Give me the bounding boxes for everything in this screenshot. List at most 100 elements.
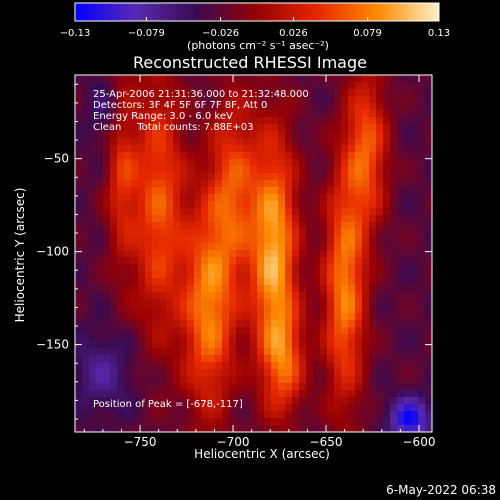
heatmap-cell xyxy=(397,376,405,384)
heatmap-cell xyxy=(411,145,419,153)
heatmap-cell xyxy=(306,257,314,265)
heatmap-cell xyxy=(243,117,251,125)
heatmap-cell xyxy=(418,278,426,286)
heatmap-cell xyxy=(82,159,90,167)
heatmap-cell xyxy=(383,264,391,272)
heatmap-cell xyxy=(313,397,321,405)
heatmap-cell xyxy=(299,180,307,188)
heatmap-cell xyxy=(320,292,328,300)
heatmap-cell xyxy=(131,222,139,230)
heatmap-cell xyxy=(292,124,300,132)
heatmap-cell xyxy=(306,355,314,363)
heatmap-cell xyxy=(362,173,370,181)
heatmap-cell xyxy=(229,271,237,279)
heatmap-cell xyxy=(243,418,251,426)
heatmap-cell xyxy=(334,313,342,321)
heatmap-cell xyxy=(341,292,349,300)
heatmap-cell xyxy=(250,299,258,307)
heatmap-cell xyxy=(103,103,111,111)
heatmap-cell xyxy=(75,208,83,216)
heatmap-cell xyxy=(131,397,139,405)
heatmap-cell xyxy=(327,166,335,174)
heatmap-cell xyxy=(145,145,153,153)
heatmap-cell xyxy=(159,383,167,391)
heatmap-cell xyxy=(229,152,237,160)
heatmap-cell xyxy=(348,362,356,370)
heatmap-cell xyxy=(243,124,251,132)
heatmap-cell xyxy=(103,187,111,195)
heatmap-cell xyxy=(355,292,363,300)
heatmap-cell xyxy=(425,257,433,265)
heatmap-cell xyxy=(278,117,286,125)
heatmap-cell xyxy=(299,222,307,230)
heatmap-cell xyxy=(383,96,391,104)
heatmap-cell xyxy=(348,145,356,153)
heatmap-cell xyxy=(152,369,160,377)
heatmap-cell xyxy=(215,327,223,335)
heatmap-cell xyxy=(334,257,342,265)
heatmap-cell xyxy=(159,75,167,83)
heatmap-cell xyxy=(404,334,412,342)
heatmap-cell xyxy=(180,341,188,349)
heatmap-cell xyxy=(334,376,342,384)
heatmap-cell xyxy=(334,341,342,349)
heatmap-cell xyxy=(201,117,209,125)
heatmap-cell xyxy=(131,341,139,349)
heatmap-cell xyxy=(292,145,300,153)
heatmap-cell xyxy=(390,236,398,244)
heatmap-cell xyxy=(75,390,83,398)
heatmap-cell xyxy=(82,327,90,335)
heatmap-cell xyxy=(285,313,293,321)
heatmap-cell xyxy=(152,257,160,265)
heatmap-cell xyxy=(264,348,272,356)
heatmap-cell xyxy=(306,138,314,146)
heatmap-cell xyxy=(215,257,223,265)
heatmap-cell xyxy=(145,243,153,251)
heatmap-cell xyxy=(271,334,279,342)
heatmap-cell xyxy=(264,376,272,384)
heatmap-cell xyxy=(229,82,237,90)
colorbar-tick-label: −0.13 xyxy=(60,28,91,39)
heatmap-cell xyxy=(425,306,433,314)
heatmap-cell xyxy=(145,285,153,293)
heatmap-cell xyxy=(390,271,398,279)
heatmap-cell xyxy=(243,404,251,412)
heatmap-cell xyxy=(89,341,97,349)
heatmap-cell xyxy=(82,411,90,419)
heatmap-cell xyxy=(390,334,398,342)
heatmap-cell xyxy=(327,194,335,202)
heatmap-cell xyxy=(103,250,111,258)
heatmap-cell xyxy=(285,320,293,328)
heatmap-cell xyxy=(299,383,307,391)
heatmap-cell xyxy=(299,166,307,174)
heatmap-cell xyxy=(299,117,307,125)
heatmap-cell xyxy=(376,131,384,139)
heatmap-cell xyxy=(152,110,160,118)
heatmap-cell xyxy=(299,320,307,328)
heatmap-cell xyxy=(397,306,405,314)
heatmap-cell xyxy=(306,236,314,244)
heatmap-cell xyxy=(243,369,251,377)
heatmap-cell xyxy=(334,117,342,125)
heatmap-cell xyxy=(404,411,412,419)
heatmap-cell xyxy=(257,313,265,321)
heatmap-cell xyxy=(299,159,307,167)
heatmap-cell xyxy=(306,425,314,433)
heatmap-cell xyxy=(411,166,419,174)
heatmap-cell xyxy=(138,180,146,188)
heatmap-cell xyxy=(425,222,433,230)
heatmap-cell xyxy=(103,194,111,202)
heatmap-cell xyxy=(159,327,167,335)
heatmap-cell xyxy=(159,285,167,293)
heatmap-cell xyxy=(285,404,293,412)
heatmap-cell xyxy=(271,208,279,216)
heatmap-cell xyxy=(369,103,377,111)
heatmap-cell xyxy=(173,299,181,307)
heatmap-cell xyxy=(152,348,160,356)
heatmap-cell xyxy=(376,75,384,83)
heatmap-cell xyxy=(103,222,111,230)
colorbar-tick-label: 0.079 xyxy=(353,28,382,39)
heatmap-cell xyxy=(96,236,104,244)
heatmap-cell xyxy=(89,390,97,398)
heatmap-cell xyxy=(138,173,146,181)
